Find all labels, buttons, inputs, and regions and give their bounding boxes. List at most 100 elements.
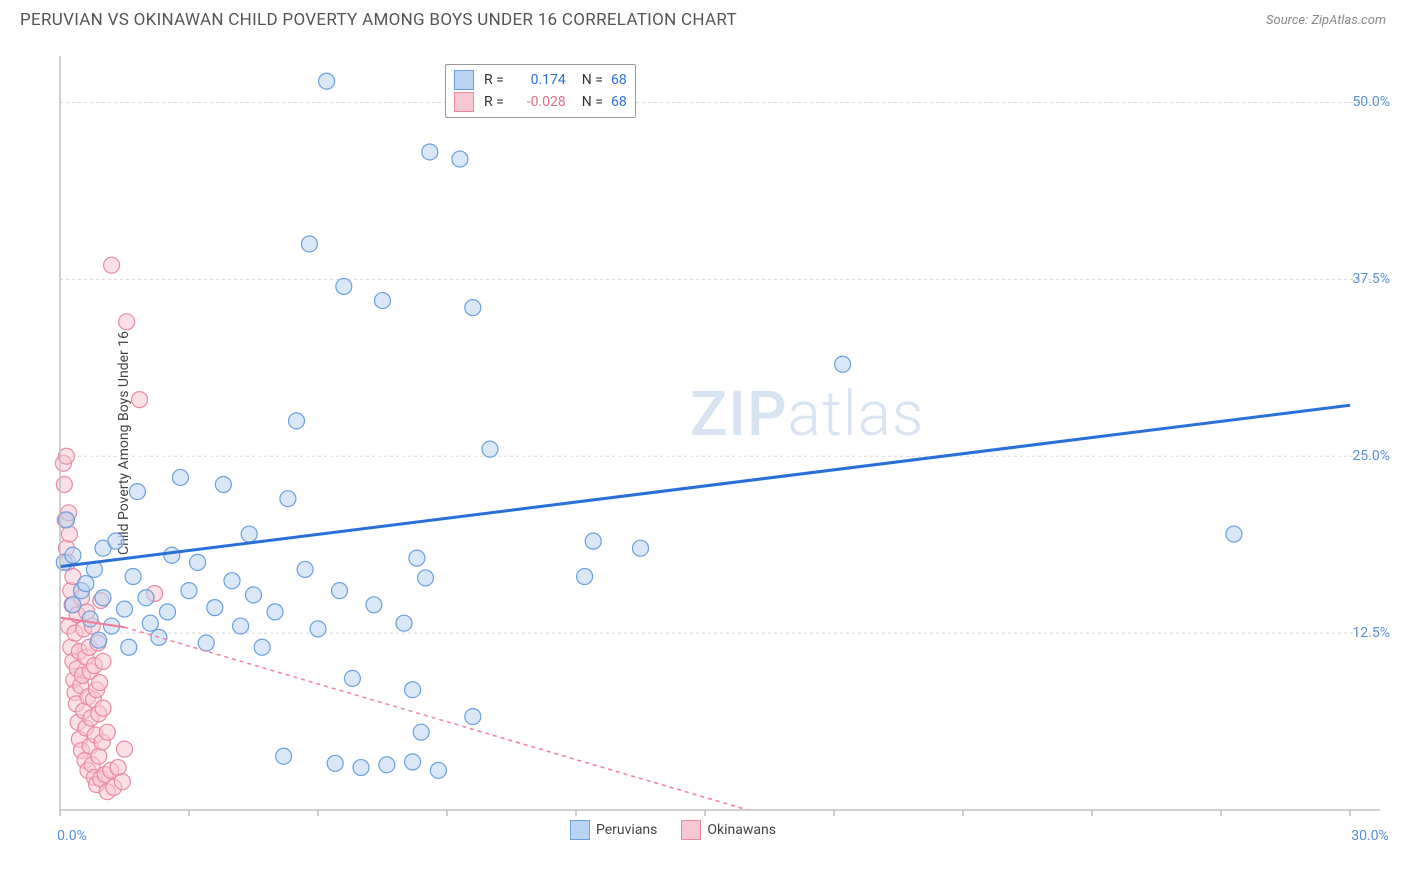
data-point: [95, 700, 111, 716]
data-point: [465, 300, 481, 316]
legend-swatch: [570, 820, 590, 840]
data-point: [366, 597, 382, 613]
legend-item: Okinawans: [681, 820, 776, 840]
data-point: [110, 760, 126, 776]
legend-row: R = -0.028 N = 68: [454, 91, 627, 113]
data-point: [379, 757, 395, 773]
data-point: [215, 477, 231, 493]
data-point: [58, 512, 74, 528]
data-point: [95, 653, 111, 669]
data-point: [92, 675, 108, 691]
data-point: [254, 639, 270, 655]
data-point: [375, 293, 391, 309]
data-point: [585, 533, 601, 549]
legend-label: Okinawans: [707, 822, 776, 838]
data-point: [1226, 526, 1242, 542]
chart-header: PERUVIAN VS OKINAWAN CHILD POVERTY AMONG…: [0, 0, 1406, 34]
data-point: [422, 144, 438, 160]
data-point: [310, 621, 326, 637]
r-value: -0.028: [510, 91, 566, 113]
data-point: [117, 601, 133, 617]
data-point: [332, 583, 348, 599]
data-point: [207, 600, 223, 616]
data-point: [91, 632, 107, 648]
data-point: [164, 547, 180, 563]
data-point: [413, 724, 429, 740]
data-point: [452, 151, 468, 167]
data-point: [224, 573, 240, 589]
correlation-chart: Child Poverty Among Boys Under 16 R = 0.…: [50, 48, 1390, 838]
y-tick-label: 50.0%: [1352, 94, 1390, 110]
series-legend: Peruvians Okinawans: [570, 820, 776, 840]
legend-swatch: [454, 70, 474, 90]
source-credit: Source: ZipAtlas.com: [1266, 13, 1386, 28]
data-point: [465, 709, 481, 725]
data-point: [138, 590, 154, 606]
legend-row: R = 0.174 N = 68: [454, 69, 627, 91]
data-point: [58, 448, 74, 464]
data-point: [835, 356, 851, 372]
data-point: [246, 587, 262, 603]
legend-swatch: [454, 92, 474, 112]
data-point: [267, 604, 283, 620]
data-point: [396, 615, 412, 631]
data-point: [319, 73, 335, 89]
data-point: [198, 635, 214, 651]
scatter-plot: [50, 48, 1390, 838]
data-point: [117, 741, 133, 757]
data-point: [119, 314, 135, 330]
data-point: [114, 774, 130, 790]
data-point: [633, 540, 649, 556]
data-point: [430, 762, 446, 778]
data-point: [482, 441, 498, 457]
x-tick-label: 0.0%: [57, 828, 87, 844]
data-point: [121, 639, 137, 655]
n-value: 68: [611, 91, 627, 113]
n-value: 68: [611, 69, 627, 91]
data-point: [190, 554, 206, 570]
y-tick-label: 25.0%: [1352, 448, 1390, 464]
data-point: [56, 477, 72, 493]
data-point: [129, 484, 145, 500]
legend-swatch: [681, 820, 701, 840]
data-point: [418, 570, 434, 586]
data-point: [99, 724, 115, 740]
data-point: [405, 754, 421, 770]
data-point: [409, 550, 425, 566]
data-point: [301, 236, 317, 252]
data-point: [344, 670, 360, 686]
data-point: [125, 569, 141, 585]
data-point: [91, 748, 107, 764]
data-point: [327, 755, 343, 771]
data-point: [142, 615, 158, 631]
correlation-legend: R = 0.174 N = 68 R = -0.028 N = 68: [445, 64, 636, 118]
data-point: [95, 590, 111, 606]
data-point: [577, 569, 593, 585]
trend-line-peruvians: [60, 405, 1350, 566]
data-point: [172, 469, 188, 485]
data-point: [336, 278, 352, 294]
data-point: [65, 547, 81, 563]
data-point: [160, 604, 176, 620]
data-point: [405, 682, 421, 698]
legend-item: Peruvians: [570, 820, 657, 840]
data-point: [61, 526, 77, 542]
data-point: [82, 611, 98, 627]
chart-title: PERUVIAN VS OKINAWAN CHILD POVERTY AMONG…: [20, 10, 737, 30]
data-point: [289, 413, 305, 429]
data-point: [280, 491, 296, 507]
data-point: [132, 392, 148, 408]
data-point: [108, 533, 124, 549]
x-tick-label: 30.0%: [1351, 828, 1389, 844]
data-point: [78, 576, 94, 592]
y-tick-label: 37.5%: [1352, 271, 1390, 287]
trend-line-okinawans-extrapolated: [125, 627, 749, 810]
data-point: [353, 760, 369, 776]
data-point: [104, 257, 120, 273]
data-point: [65, 597, 81, 613]
data-point: [241, 526, 257, 542]
y-tick-label: 12.5%: [1352, 625, 1390, 641]
data-point: [233, 618, 249, 634]
source-link[interactable]: ZipAtlas.com: [1311, 13, 1386, 28]
r-value: 0.174: [510, 69, 566, 91]
